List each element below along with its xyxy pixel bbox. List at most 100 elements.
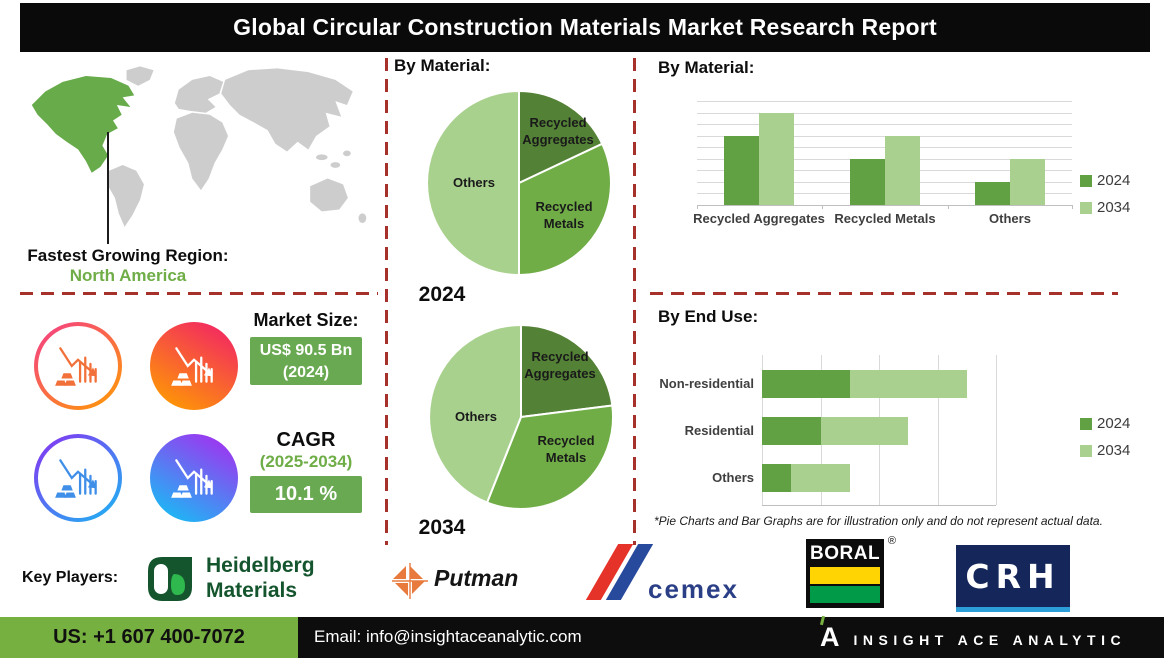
horizontal-divider — [20, 292, 378, 295]
material-bar-chart: By Material: Recycled Aggregates Recycled… — [650, 55, 1130, 235]
x-axis — [762, 505, 996, 506]
contact-bar: Email: info@insightaceanalytic.com A INS… — [298, 615, 1164, 658]
x-axis — [697, 205, 1072, 206]
gridline — [697, 112, 1072, 114]
market-size-year: (2024) — [282, 364, 330, 381]
pie-slice-label: Recycled Metals — [537, 433, 594, 465]
bar-2034-others — [1010, 158, 1045, 205]
heidelberg-materials-logo-icon — [148, 557, 192, 601]
pie-slice-label: Recycled Metals — [535, 199, 592, 231]
heidelberg-materials-logo-text: Heidelberg Materials — [206, 553, 315, 603]
putman-logo-text: Putman — [434, 565, 519, 591]
gridline — [937, 355, 939, 505]
fastest-growing-region-label: Fastest Growing Region: — [27, 246, 229, 265]
boral-logo: BORAL ® — [806, 535, 896, 608]
market-size-value-box: US$ 90.5 Bn (2024) — [250, 337, 362, 385]
phone-bar: US: +1 607 400-7072 — [0, 617, 298, 658]
stat-circle-inner — [38, 438, 118, 518]
declining-chart-icon — [171, 459, 213, 498]
legend-label-2034: 2034 — [1097, 199, 1131, 216]
world-map-icon — [31, 66, 367, 227]
enduse-chart-title: By End Use: — [658, 307, 759, 326]
boral-registered-mark: ® — [887, 535, 896, 547]
report-title-bar: Global Circular Construction Materials M… — [20, 3, 1150, 52]
pie-chart-2034: Recycled Aggregates Recycled Metals Others — [428, 323, 614, 510]
putman-logo-icon — [392, 563, 428, 599]
axis-tick — [697, 205, 698, 209]
heidelberg-line2: Materials — [206, 579, 298, 602]
category-label: Recycled Metals — [834, 211, 936, 226]
cemex-logo: cemex — [585, 542, 758, 608]
boral-green-band — [810, 586, 880, 603]
bar-2024-others — [975, 181, 1010, 205]
axis-tick — [948, 205, 949, 209]
bar-2034-others — [791, 464, 850, 492]
heidelberg-line1: Heidelberg — [206, 554, 315, 577]
pie-slice-others — [428, 323, 522, 504]
legend-label-2024: 2024 — [1097, 415, 1131, 432]
declining-chart-icon — [55, 347, 97, 386]
stat-circle-outline-cool — [34, 434, 122, 522]
pie-slice-label: Recycled Aggregates — [522, 115, 594, 147]
category-label: Residential — [684, 423, 754, 438]
cagr-value-box: 10.1 % — [250, 476, 362, 513]
axis-tick — [1072, 205, 1073, 209]
cemex-logo-text: cemex — [648, 574, 739, 604]
pie-slice-recycled-metals — [485, 404, 614, 510]
boral-yellow-band — [810, 567, 880, 584]
north-america-highlight — [31, 76, 135, 173]
gridline — [697, 101, 1072, 102]
pies-section-title: By Material: — [394, 56, 491, 75]
bar-2024-others — [762, 464, 792, 492]
pie-chart-2024: Recycled Aggregates Recycled Metals Others — [426, 89, 612, 277]
stat-circle-outline-warm — [34, 322, 122, 410]
category-label: Others — [712, 470, 754, 485]
pie-slice-recycled-aggregates — [520, 323, 614, 419]
cagr-period: (2025-2034) — [259, 452, 353, 471]
bar-2034-recycled-metals — [885, 135, 920, 205]
pie-slice-label: Recycled Aggregates — [524, 349, 596, 381]
boral-logo-box: BORAL — [806, 539, 884, 608]
legend-label-2034: 2034 — [1097, 442, 1131, 459]
gridline — [996, 355, 997, 505]
bar-2024-recycled-aggregates — [724, 135, 759, 205]
vertical-divider — [385, 58, 388, 545]
category-label: Others — [989, 211, 1031, 226]
pie-year-label: 2024 — [418, 283, 466, 306]
report-title: Global Circular Construction Materials M… — [233, 14, 937, 40]
pie-slice-label: Others — [453, 175, 495, 190]
stat-circle-filled-warm — [150, 322, 238, 410]
legend-swatch-2034 — [1080, 202, 1092, 214]
boral-logo-text: BORAL — [810, 543, 881, 564]
legend-swatch-2024 — [1080, 175, 1092, 187]
key-players-label: Key Players: — [22, 569, 119, 586]
gridline — [697, 124, 1072, 126]
gridline — [697, 135, 1072, 137]
gridline — [697, 147, 1072, 149]
pie-year-label: 2034 — [418, 516, 466, 539]
insightace-logo-icon: A — [819, 615, 840, 653]
illustration-disclaimer: *Pie Charts and Bar Graphs are for illus… — [654, 514, 1103, 528]
horizontal-divider — [650, 292, 1118, 295]
bar-2024-recycled-metals — [850, 158, 885, 205]
legend-swatch-2024 — [1080, 418, 1092, 430]
bar-2034-residential — [820, 417, 909, 445]
map-pointer-line — [107, 132, 109, 244]
pie-slice-label: Others — [455, 409, 497, 424]
crh-logo: CRH — [956, 545, 1070, 612]
bar-2024-residential — [762, 417, 821, 445]
declining-chart-icon — [55, 459, 97, 498]
bar-2034-recycled-aggregates — [759, 112, 794, 205]
cagr-label: CAGR — [276, 429, 336, 451]
bar-chart-title: By Material: — [658, 58, 755, 77]
pie-slice-others — [426, 89, 520, 277]
insightace-brand: A INSIGHT ACE ANALYTIC — [819, 615, 1126, 653]
stat-circle-inner — [38, 326, 118, 406]
vertical-divider — [633, 58, 636, 545]
pie-slice-recycled-metals — [518, 142, 612, 277]
axis-tick — [822, 205, 823, 209]
email-text: Email: info@insightaceanalytic.com — [314, 627, 582, 646]
bar-2034-non-residential — [849, 370, 967, 398]
crh-logo-text: CRH — [965, 556, 1061, 596]
